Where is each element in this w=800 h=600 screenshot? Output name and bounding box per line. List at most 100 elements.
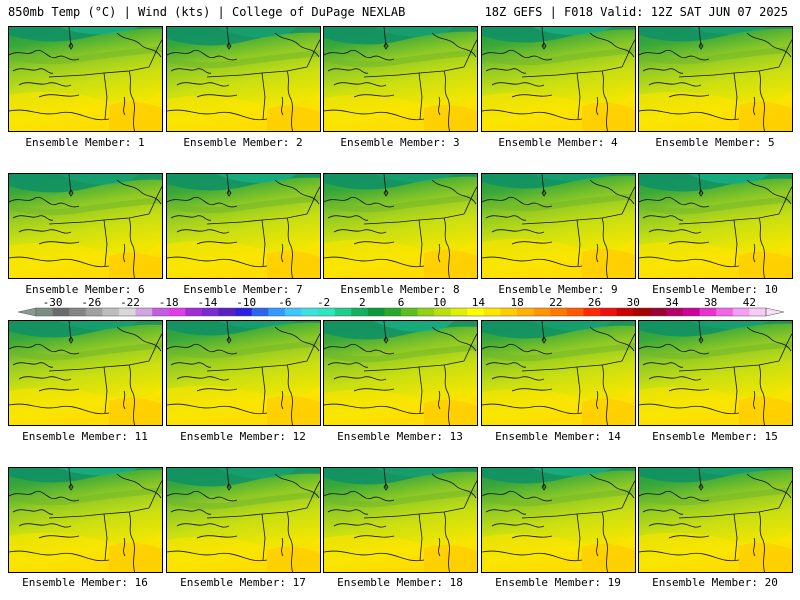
colorbar-swatch [168,308,186,316]
colorbar-swatch [367,308,385,316]
ensemble-member-map [8,467,163,573]
colorbar-swatch [85,308,103,316]
ensemble-member-label: Ensemble Member: 20 [652,576,778,589]
colorbar-swatch [749,308,767,316]
colorbar-tick-label: 30 [627,296,640,309]
ensemble-member-label: Ensemble Member: 8 [340,283,460,296]
colorbar-swatch [318,308,335,316]
colorbar-tick-label: 42 [743,296,756,309]
colorbar-tick-label: -18 [159,296,179,309]
ensemble-member-map [638,26,793,132]
colorbar-tick-label: 6 [398,296,405,309]
ensemble-member-map [638,320,793,426]
ensemble-member-map [481,320,636,426]
colorbar-swatch [334,308,352,316]
colorbar-swatch [533,308,551,316]
colorbar-swatch [616,308,634,316]
colorbar-swatch [550,308,568,316]
colorbar-tick-label: -10 [236,296,256,309]
colorbar-swatch [52,308,70,316]
colorbar-tick-label: -22 [120,296,140,309]
ensemble-member-map [323,467,478,573]
colorbar-swatch [201,308,219,316]
colorbar-tick-label: 2 [359,296,366,309]
colorbar-tick-label: 14 [472,296,486,309]
ensemble-member-label: Ensemble Member: 5 [655,136,775,149]
colorbar-swatch [118,308,136,316]
colorbar-swatch [683,308,700,316]
colorbar-swatch [716,308,734,316]
ensemble-member-map [166,320,321,426]
ensemble-member-label: Ensemble Member: 9 [498,283,618,296]
ensemble-member-label: Ensemble Member: 18 [337,576,463,589]
ensemble-member-map [8,320,163,426]
colorbar-swatch [467,308,485,316]
ensemble-member-label: Ensemble Member: 6 [25,283,145,296]
colorbar-swatch [185,308,203,316]
temperature-colorbar: -30 -26 -22 -18 -14 -10 -6 -2 2 6 10 14 18 22 26 30 34 38… [17,296,785,317]
colorbar-swatch [417,308,435,316]
colorbar-tick-label: -6 [278,296,291,309]
colorbar-swatch [152,308,170,316]
ensemble-member-map [323,26,478,132]
ensemble-member-label: Ensemble Member: 11 [22,430,148,443]
colorbar-swatch [351,308,369,316]
ensemble-member-map [8,173,163,279]
colorbar-tick-label: -26 [81,296,101,309]
ensemble-member-label: Ensemble Member: 1 [25,136,145,149]
colorbar-swatch [600,308,617,316]
colorbar-swatch [666,308,684,316]
colorbar-swatch [434,308,452,316]
ensemble-member-label: Ensemble Member: 7 [183,283,303,296]
colorbar-swatch [69,308,87,316]
ensemble-member-label: Ensemble Member: 15 [652,430,778,443]
colorbar-swatch [284,308,302,316]
colorbar-tick-label: 18 [511,296,524,309]
colorbar-swatch [135,308,153,316]
colorbar-swatch [384,308,402,316]
colorbar-swatch [301,308,319,316]
ensemble-member-label: Ensemble Member: 12 [180,430,306,443]
colorbar-tick-label: 34 [665,296,679,309]
colorbar-swatch [649,308,667,316]
colorbar-swatch [483,308,501,316]
ensemble-member-map [166,26,321,132]
colorbar-swatch [235,308,252,316]
colorbar-tick-label: -30 [43,296,63,309]
colorbar-tick-label: 22 [549,296,562,309]
colorbar-swatch [732,308,750,316]
colorbar-swatch [401,308,418,316]
ensemble-member-map [638,173,793,279]
colorbar-tick-label: -2 [317,296,330,309]
colorbar-swatch [218,308,236,316]
run-valid-time: 18Z GEFS | F018 Valid: 12Z SAT JUN 07 20… [484,5,788,19]
ensemble-member-label: Ensemble Member: 10 [652,283,778,296]
ensemble-member-map [323,173,478,279]
colorbar-tick-label: 26 [588,296,601,309]
ensemble-member-label: Ensemble Member: 14 [495,430,621,443]
ensemble-member-map [638,467,793,573]
ensemble-member-map [323,320,478,426]
colorbar-min-arrow [17,307,37,317]
ensemble-member-map [481,173,636,279]
colorbar-swatch [583,308,601,316]
ensemble-member-map [8,26,163,132]
colorbar-swatch [36,308,53,316]
page-title: 850mb Temp (°C) | Wind (kts) | College o… [8,5,406,19]
ensemble-member-label: Ensemble Member: 2 [183,136,303,149]
colorbar-swatch [517,308,535,316]
ensemble-member-label: Ensemble Member: 19 [495,576,621,589]
ensemble-member-map [481,467,636,573]
ensemble-member-label: Ensemble Member: 4 [498,136,618,149]
colorbar-swatch [500,308,518,316]
colorbar-tick-label: -14 [198,296,218,309]
colorbar-swatch [268,308,286,316]
colorbar-swatch [102,308,120,316]
ensemble-member-label: Ensemble Member: 17 [180,576,306,589]
ensemble-member-map [166,467,321,573]
ensemble-member-map [481,26,636,132]
colorbar-tick-label: 38 [704,296,717,309]
colorbar-max-arrow [765,307,785,317]
colorbar-tick-label: 10 [433,296,446,309]
colorbar-swatch [699,308,717,316]
